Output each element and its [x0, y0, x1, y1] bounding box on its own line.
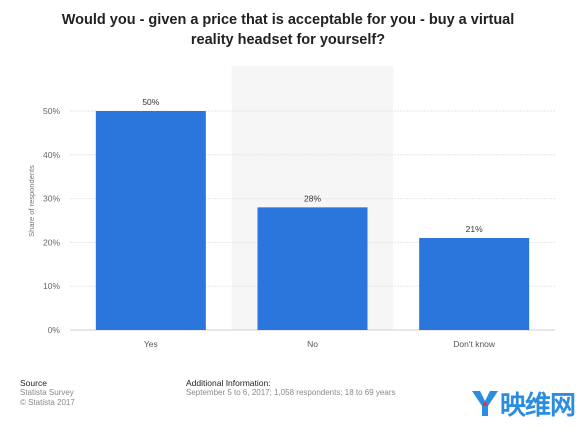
source-block: Source Statista Survey © Statista 2017 [20, 378, 75, 408]
bar [257, 207, 368, 330]
bar-value-label: 50% [142, 97, 159, 107]
x-category-label: Yes [144, 339, 158, 349]
y-tick-label: 20% [43, 237, 60, 247]
brand-logo: 映维网 [470, 383, 576, 423]
y-tick-label: 10% [43, 281, 60, 291]
source-line-2: © Statista 2017 [20, 398, 75, 407]
x-category-label: No [307, 339, 318, 349]
brand-y-icon [472, 391, 498, 416]
source-line-1: Statista Survey [20, 388, 74, 397]
y-tick-label: 50% [43, 106, 60, 116]
source-title: Source [20, 378, 47, 388]
bar [419, 238, 530, 330]
additional-info-title: Additional Information: [186, 378, 271, 388]
y-tick-label: 40% [43, 150, 60, 160]
y-tick-label: 30% [43, 194, 60, 204]
bar-chart: 0% 10% 20% 30% 40% 50% Share of respondents 50%… [27, 97, 555, 349]
brand-text: 映维网 [500, 390, 576, 421]
bar-value-label: 28% [304, 193, 321, 203]
bar-value-label: 21% [466, 224, 483, 234]
bar [95, 111, 206, 330]
additional-info-block: Additional Information: September 5 to 6… [186, 378, 395, 398]
chart-title-line-1: Would you - given a price that is accept… [61, 12, 515, 28]
chart-title: Would you - given a price that is accept… [20, 10, 556, 50]
chart-title-line-2: reality headset for yourself? [190, 32, 386, 48]
additional-info-text: September 5 to 6, 2017; 1,058 respondent… [186, 388, 396, 397]
y-axis-label: Share of respondents [27, 165, 36, 237]
x-category-label: Don't know [453, 339, 496, 349]
y-tick-label: 0% [48, 325, 61, 335]
